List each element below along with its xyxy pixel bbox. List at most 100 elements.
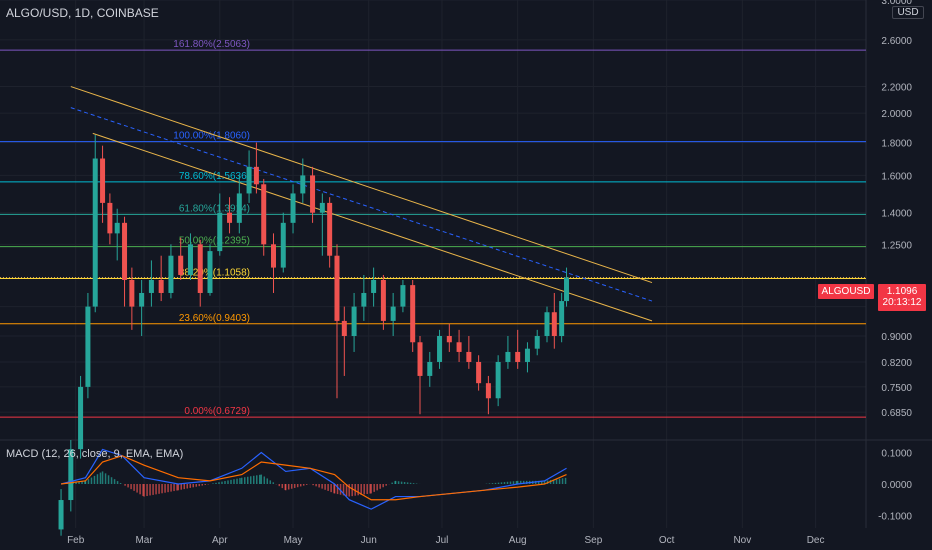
candle-body	[400, 285, 406, 307]
candle-body	[253, 166, 259, 185]
candle	[427, 351, 433, 387]
candle-body	[559, 301, 565, 336]
candle	[253, 142, 259, 194]
candle	[564, 267, 570, 307]
channel-middle-dashed-line	[70, 107, 653, 302]
candle-body	[100, 158, 106, 203]
candle	[197, 239, 203, 307]
time-axis-label: May	[284, 535, 303, 546]
price-axis-tick-label: 0.8200	[881, 358, 912, 369]
candle-body	[361, 292, 367, 307]
candle-body	[261, 184, 267, 245]
price-axis-tick-label: 0.9000	[881, 332, 912, 343]
candle	[300, 158, 306, 203]
candle	[139, 279, 145, 336]
candle-body	[564, 277, 570, 302]
candle-body	[227, 212, 233, 223]
signal-line	[60, 455, 567, 501]
fib-level-label: 61.80%(1.3914)	[179, 203, 250, 214]
time-axis-label: Apr	[212, 535, 228, 546]
candle-body	[107, 202, 113, 234]
price-axis-tick-label: 0.7500	[881, 383, 912, 394]
candle-body	[544, 312, 550, 336]
bar-countdown: 20:13:12	[882, 297, 922, 308]
candle	[261, 178, 267, 256]
candle-body	[92, 158, 98, 307]
candle-body	[300, 175, 306, 194]
candle-body	[122, 222, 128, 280]
channel-lower-line	[92, 132, 653, 322]
candle	[148, 260, 154, 307]
candle	[92, 134, 98, 313]
time-axis-label: Dec	[807, 535, 825, 546]
time-axis-label: Aug	[509, 535, 527, 546]
candle	[310, 166, 316, 223]
candle	[207, 244, 213, 296]
candle	[168, 244, 174, 299]
candle-body	[168, 255, 174, 293]
macd-indicator-label[interactable]: MACD (12, 26, close, 9, EMA, EMA)	[6, 448, 184, 460]
candle-body	[446, 335, 452, 343]
time-axis-label: Oct	[659, 535, 675, 546]
price-axis-tick-label: 2.2000	[881, 83, 912, 94]
candle	[290, 184, 296, 234]
candle-body	[524, 348, 530, 362]
price-axis-tick-label: 1.4000	[881, 209, 912, 220]
candle	[58, 489, 64, 536]
candle	[178, 237, 184, 280]
candle-body	[351, 306, 357, 336]
candle	[236, 175, 242, 234]
fib-level-label: 78.60%(1.5636)	[179, 171, 250, 182]
candle-body	[551, 312, 557, 336]
candle	[280, 212, 286, 273]
candle	[515, 329, 521, 369]
symbol-title: ALGO/USD, 1D, COINBASE	[6, 6, 159, 20]
candle	[187, 233, 193, 280]
candle	[351, 292, 357, 352]
candle	[114, 208, 120, 261]
candle-body	[148, 279, 154, 293]
candle	[551, 292, 557, 349]
candle	[380, 274, 386, 330]
macd-axis-tick-label: 0.0000	[881, 480, 912, 491]
candle-body	[78, 386, 84, 450]
candle	[437, 329, 443, 369]
candle	[129, 267, 135, 330]
candle	[410, 279, 416, 352]
time-axis-label: Feb	[67, 535, 85, 546]
fib-level-label: 50.00%(1.2395)	[179, 236, 250, 247]
candle-body	[495, 361, 501, 399]
macd-axis-tick-label: -0.1000	[878, 511, 912, 522]
candle	[456, 329, 462, 362]
candle-body	[158, 279, 164, 293]
candle	[85, 292, 91, 399]
candle	[524, 342, 530, 373]
candle	[505, 335, 511, 369]
candle	[227, 197, 233, 234]
candle-body	[114, 222, 120, 234]
candle	[446, 323, 452, 352]
candle-body	[390, 306, 396, 321]
fib-level-label: 38.20%(1.1058)	[179, 268, 250, 279]
candle	[78, 375, 84, 459]
channel-upper-line	[70, 86, 653, 284]
candle	[334, 244, 340, 399]
price-axis-tick-label: 1.8000	[881, 139, 912, 150]
candle	[270, 233, 276, 293]
candle-body	[129, 279, 135, 307]
candle	[371, 267, 377, 307]
candle-body	[236, 193, 242, 223]
candle-body	[270, 244, 276, 268]
candle-body	[380, 279, 386, 321]
candle	[68, 440, 74, 512]
currency-badge[interactable]: USD	[892, 6, 924, 19]
candle	[466, 335, 472, 369]
price-axis-tick-label: 1.6000	[881, 171, 912, 182]
fib-level-label: 0.00%(0.6729)	[184, 406, 250, 417]
symbol-price-label: ALGOUSD	[818, 284, 874, 299]
time-axis-label: Nov	[733, 535, 751, 546]
candle-body	[410, 285, 416, 343]
candle-body	[534, 335, 540, 349]
fib-level-label: 100.00%(1.8060)	[173, 131, 250, 142]
